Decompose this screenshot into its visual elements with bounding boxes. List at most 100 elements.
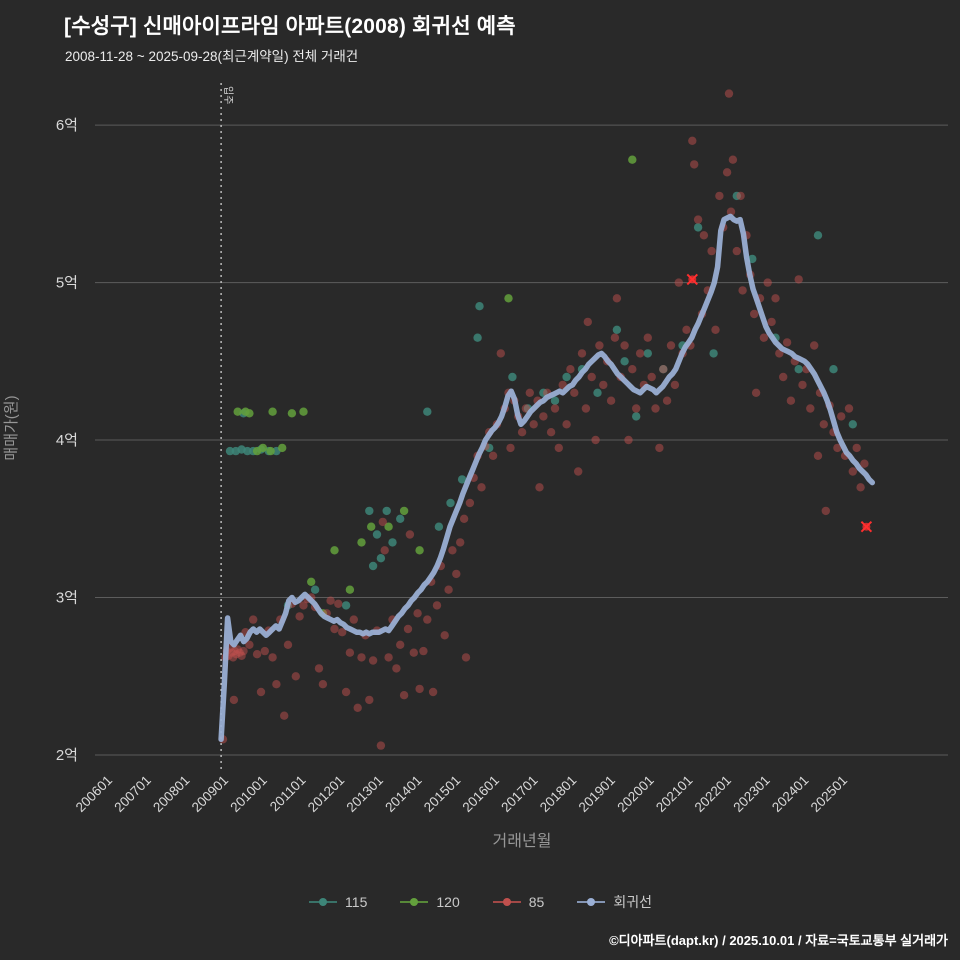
scatter-point-115	[508, 372, 517, 382]
scatter-point-85	[771, 294, 780, 303]
scatter-point-85	[763, 278, 772, 287]
scatter-point-120	[307, 577, 316, 586]
scatter-point-85	[558, 380, 567, 390]
scatter-point-85	[612, 294, 622, 303]
legend-label: 85	[528, 894, 545, 910]
scatter-point-85	[376, 741, 386, 750]
scatter-point-85	[413, 609, 422, 618]
y-tick-label: 3억	[56, 590, 78, 607]
scatter-point-85	[252, 650, 262, 659]
scatter-point-85	[599, 380, 608, 390]
scatter-point-115	[620, 357, 629, 366]
scatter-point-115	[365, 506, 374, 516]
scatter-point-85	[396, 640, 405, 649]
scatter-point-115	[473, 333, 482, 342]
scatter-point-115	[457, 475, 467, 484]
y-tick-label: 6억	[56, 117, 78, 134]
x-tick-label: 200801	[150, 773, 192, 815]
scatter-point-85	[432, 601, 442, 610]
scatter-point-85	[852, 443, 861, 453]
scatter-point-85	[440, 631, 449, 640]
scatter-point-120	[233, 407, 242, 416]
scatter-point-85	[577, 349, 587, 358]
scatter-point-120	[415, 546, 424, 555]
scatter-point-85	[819, 420, 828, 429]
scatter-point-85	[314, 664, 324, 673]
scatter-point-120	[287, 409, 297, 418]
x-tick-label: 200901	[189, 773, 231, 815]
scatter-point-85	[280, 711, 289, 720]
scatter-point-85	[606, 396, 616, 405]
scatter-point-85	[751, 388, 761, 397]
scatter-point-85	[272, 680, 281, 689]
scatter-point-85	[291, 672, 300, 681]
scatter-point-85	[341, 687, 351, 697]
legend-label: 120	[436, 894, 460, 910]
scatter-point-85	[525, 388, 534, 397]
scatter-point-120	[258, 443, 268, 453]
x-tick-label: 201101	[267, 773, 309, 815]
scatter-point-85	[860, 459, 869, 468]
scatter-point-85	[392, 664, 401, 673]
scatter-point-85	[844, 404, 854, 413]
copyright-text: ©디아파트(dapt.kr) / 2025.10.01 / 자료=국토교통부 실…	[609, 933, 948, 948]
scatter-point-115	[396, 514, 405, 523]
x-tick-label: 202001	[614, 773, 656, 815]
page-subtitle: 2008-11-28 ~ 2025-09-28(최근계약일) 전체 거래건	[65, 49, 359, 64]
scatter-point-115	[382, 506, 391, 516]
scatter-point-85	[856, 483, 865, 492]
scatter-point-85	[693, 215, 703, 224]
legend-item-115: 115	[308, 894, 367, 910]
legend-label: 115	[345, 894, 368, 910]
scatter-point-85	[403, 624, 413, 634]
scatter-point-85	[782, 338, 792, 347]
scatter-point-85	[655, 443, 664, 453]
scatter-point-85	[562, 420, 571, 429]
scatter-point-115	[562, 372, 571, 382]
scatter-point-85	[459, 514, 469, 523]
legend-item-85: 85	[492, 894, 545, 910]
scatter-point-85	[380, 546, 389, 555]
scatter-point-85	[365, 695, 374, 705]
scatter-point-85	[620, 341, 629, 350]
scatter-point-85	[794, 275, 803, 284]
x-tick-label: 201201	[305, 773, 347, 815]
scatter-point-85	[591, 435, 600, 445]
scatter-point-85	[496, 349, 505, 358]
scatter-point-85	[428, 687, 438, 697]
scatter-point-85	[722, 168, 732, 177]
scatter-point-115	[709, 349, 718, 358]
scatter-point-85	[736, 191, 745, 201]
legend: 115 120 85 회귀선	[0, 892, 960, 912]
scatter-point-115	[612, 325, 622, 334]
scatter-point-85	[550, 404, 560, 413]
y-axis-title: 매매가(원)	[3, 395, 20, 460]
scatter-point-85	[732, 246, 741, 256]
scatter-point-115	[748, 254, 757, 264]
x-tick-label: 201801	[537, 773, 579, 815]
scatter-point-85	[670, 380, 680, 390]
x-tick-label: 202101	[653, 773, 695, 815]
scatter-point-85	[810, 341, 819, 350]
legend-item-120: 120	[399, 894, 460, 910]
scatter-point-85	[338, 628, 347, 637]
scatter-point-115	[693, 223, 703, 232]
scatter-point-115	[225, 446, 235, 456]
scatter-point-115	[475, 302, 484, 311]
x-tick-label: 201901	[576, 773, 618, 815]
scatter-point-115	[550, 396, 560, 405]
scatter-point-85	[456, 538, 465, 547]
scatter-point-85	[624, 435, 633, 445]
scatter-point-85	[330, 624, 339, 634]
scatter-point-85	[353, 703, 362, 712]
legend-label: 회귀선	[613, 894, 652, 910]
scatter-point-85	[529, 420, 538, 429]
scatter-point-115	[632, 412, 641, 421]
x-mark-icon	[686, 273, 699, 286]
legend-item-회귀선: 회귀선	[576, 892, 652, 912]
scatter-point-85	[535, 483, 544, 492]
scatter-point-115	[341, 601, 351, 610]
scatter-point-85	[477, 483, 486, 492]
x-tick-label: 201701	[498, 773, 540, 815]
